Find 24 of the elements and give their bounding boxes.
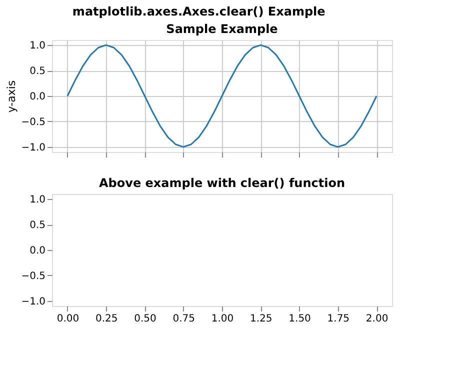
y-tick-label: 1.0 — [30, 40, 46, 52]
y-tick-label: 1.0 — [30, 194, 46, 206]
chart-subtitle: matplotlib.axes.Axes.clear() Example — [72, 4, 326, 18]
x-tick-label: 0.75 — [172, 314, 195, 324]
x-tick-label: 1.25 — [250, 314, 272, 324]
y-tick-label: 0.5 — [30, 66, 46, 78]
y-tick-label: −0.5 — [21, 270, 46, 282]
line-series — [66, 44, 378, 148]
y-tick-label: −1.0 — [21, 296, 46, 308]
x-tick-label: 1.00 — [211, 314, 234, 324]
y-tick-label: −0.5 — [21, 116, 46, 128]
x-tick-label: 0.00 — [56, 314, 80, 324]
chart-title: Sample Example — [166, 22, 278, 36]
y-axis-title: y-axis — [5, 80, 18, 113]
x-tick-label: 1.75 — [327, 314, 350, 324]
x-tick-label: 2.00 — [366, 314, 388, 324]
x-tick-label: 0.50 — [134, 314, 156, 324]
y-tick-label: −1.0 — [21, 142, 46, 154]
x-tick-label: 1.50 — [288, 314, 311, 324]
y-tick-label: 0.5 — [30, 220, 46, 232]
y-tick-label: 0.0 — [30, 92, 46, 102]
y-tick-label: 0.0 — [30, 246, 46, 256]
x-tick-label: 0.25 — [95, 314, 118, 324]
chart-title: Above example with clear() function — [99, 176, 345, 190]
